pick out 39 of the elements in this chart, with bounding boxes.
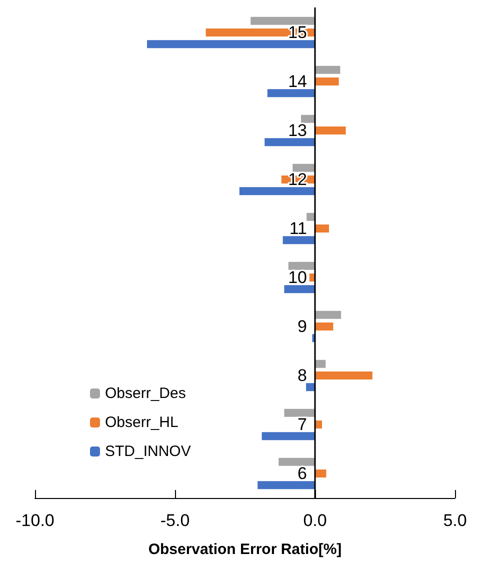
bar [258,481,315,490]
bar [284,408,315,417]
x-tick-label: -5.0 [160,511,190,530]
y-tick-label: 13 [288,121,307,140]
bar [147,40,315,48]
bar [301,114,315,123]
y-tick-label: 14 [288,72,307,91]
bar [315,78,339,86]
y-tick-label: 11 [289,219,307,238]
bar [315,66,340,74]
x-tick-label: 5.0 [443,511,467,530]
bar [239,187,315,196]
bar [267,89,315,98]
bar [282,236,315,244]
bar [292,164,315,172]
x-tick-label: -10.0 [16,511,54,530]
legend-label: Obserr_Des [105,385,186,402]
x-tick-label: 0.0 [303,511,327,530]
y-tick-label: 10 [288,268,307,287]
y-tick-label: 8 [298,366,307,385]
bar [250,16,315,25]
bar [315,372,372,380]
bar [315,224,329,232]
legend-label: Obserr_HL [105,414,178,431]
y-tick-label: 9 [298,317,307,336]
bar [278,458,315,466]
bar [306,383,315,392]
bar [315,126,346,134]
bar [306,212,315,221]
legend-label: STD_INNOV [105,443,191,460]
bar [315,322,334,330]
bar [264,138,315,146]
bar [284,285,315,294]
x-axis-title: Observation Error Ratio[%] [148,541,342,558]
y-tick-label: 7 [298,415,307,434]
bar [315,310,342,319]
y-tick-label: 6 [298,464,307,483]
bar [262,432,315,440]
bar [288,262,315,270]
